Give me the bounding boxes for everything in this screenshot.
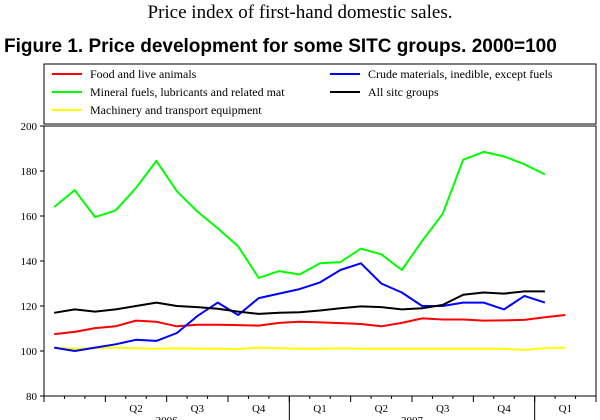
page-header: Price index of first-hand domestic sales…: [147, 2, 453, 23]
series-line-crude-materials-inedible-except-fuels: [54, 262, 546, 352]
x-quarter-label: Q1: [559, 403, 572, 415]
y-tick-label: 80: [26, 391, 38, 403]
x-year-label: 2007: [401, 415, 424, 420]
series-line-food-and-live-animals: [54, 314, 566, 336]
series-line-machinery-and-transport-equipment: [54, 346, 566, 351]
axes: 80 100 120 140 160 180 200 Q2 Q3 Q4 Q1 Q2 Q3 Q4 Q1 2006…: [21, 121, 597, 420]
plot-area: [53, 150, 566, 352]
legend-label-machinery-and-transport-equipment: Machinery and transport equipment: [90, 103, 262, 117]
series-line-mineral-fuels-lubricants-and-related-mat: [53, 150, 546, 279]
x-quarter-label: Q1: [313, 403, 326, 415]
x-quarter-label: Q2: [375, 403, 388, 415]
y-tick-label: 200: [21, 121, 38, 133]
legend-box: [43, 63, 597, 125]
chart-title: Figure 1. Price development for some SIT…: [4, 36, 557, 57]
y-tick-label: 140: [21, 256, 38, 268]
x-year-label: 2006: [156, 415, 179, 420]
legend-label-crude-materials-inedible-except-fuels: Crude materials, inedible, except fuels: [368, 67, 553, 81]
y-tick-label: 180: [21, 166, 38, 178]
y-tick-label: 160: [21, 211, 38, 223]
series-line-all-sitc-groups: [54, 290, 545, 315]
legend-label-all-sitc-groups: All sitc groups: [368, 85, 439, 99]
plot-frame: [43, 125, 597, 397]
legend-label-food-and-live-animals: Food and live animals: [90, 67, 197, 81]
legend-label-mineral-fuels-lubricants-and-related-mat: Mineral fuels, lubricants and related ma…: [90, 85, 285, 99]
x-quarter-label: Q3: [191, 403, 205, 415]
x-quarter-label: Q4: [252, 403, 266, 415]
y-tick-label: 120: [21, 301, 38, 313]
x-quarter-label: Q4: [497, 403, 511, 415]
legend: Food and live animals Crude materials, in…: [52, 67, 553, 117]
y-tick-label: 100: [21, 346, 38, 358]
x-quarter-label: Q2: [129, 403, 142, 415]
x-quarter-label: Q3: [436, 403, 450, 415]
